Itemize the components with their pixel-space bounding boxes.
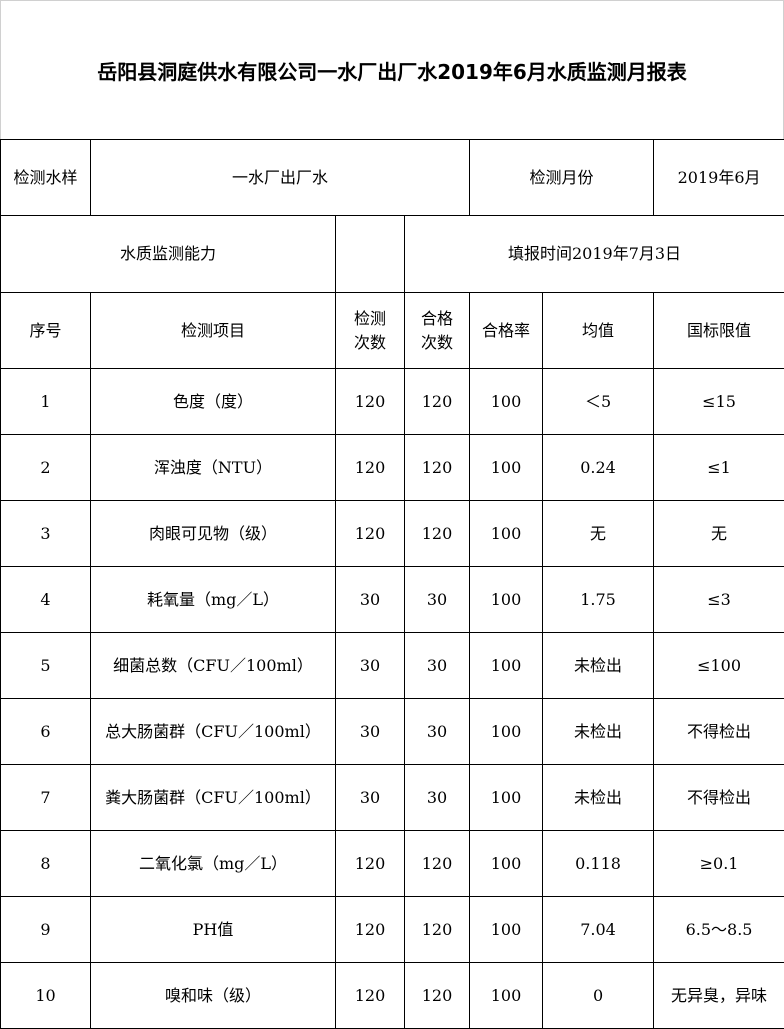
table-cell: ＜5 <box>542 368 655 435</box>
table-cell: 0.24 <box>542 434 655 501</box>
table-row: 7 粪大肠菌群（CFU／100ml） 30 30 100 未检出 不得检出 <box>0 764 784 831</box>
table-cell: 30 <box>403 566 471 633</box>
table-cell: 无异臭，异味 <box>653 962 784 1029</box>
table-row: 2 浑浊度（NTU） 120 120 100 0.24 ≤1 <box>0 434 784 501</box>
table-cell: 二氧化氯（mg／L） <box>90 830 336 897</box>
table-cell: 嗅和味（级） <box>90 962 336 1029</box>
table-cell: 120 <box>335 368 405 435</box>
table-cell: 不得检出 <box>653 698 784 765</box>
fill-time: 填报时间2019年7月3日 <box>403 215 784 293</box>
capability-label: 水质监测能力 <box>0 215 336 293</box>
table-row: 6 总大肠菌群（CFU／100ml） 30 30 100 未检出 不得检出 <box>0 698 784 765</box>
table-cell: 9 <box>0 896 91 963</box>
table-cell: 120 <box>335 500 405 567</box>
table-cell: 无 <box>653 500 784 567</box>
table-cell: 不得检出 <box>653 764 784 831</box>
table-cell: 3 <box>0 500 91 567</box>
table-cell: 100 <box>469 764 544 831</box>
column-header: 均值 <box>542 292 655 369</box>
table-row: 5 细菌总数（CFU／100ml） 30 30 100 未检出 ≤100 <box>0 632 784 699</box>
table-cell: 120 <box>403 368 471 435</box>
table-cell: 120 <box>403 434 471 501</box>
month-label: 检测月份 <box>469 139 655 216</box>
table-cell: 总大肠菌群（CFU／100ml） <box>90 698 336 765</box>
table-row: 3 肉眼可见物（级） 120 120 100 无无 <box>0 500 784 567</box>
table-cell: 100 <box>469 830 544 897</box>
table-cell: 100 <box>469 698 544 765</box>
table-row: 8 二氧化氯（mg／L） 120 120 100 0.118 ≥0.1 <box>0 830 784 897</box>
table-cell: 6 <box>0 698 91 765</box>
table-cell: 7 <box>0 764 91 831</box>
sample-label: 检测水样 <box>0 139 91 216</box>
table-cell: 100 <box>469 434 544 501</box>
table-cell: 10 <box>0 962 91 1029</box>
table-cell: ≤100 <box>653 632 784 699</box>
table-cell: 0 <box>542 962 655 1029</box>
table-cell: 120 <box>403 830 471 897</box>
column-header: 合格次数 <box>403 292 471 369</box>
table-cell: 2 <box>0 434 91 501</box>
column-header: 国标限值 <box>653 292 784 369</box>
table-cell: 5 <box>0 632 91 699</box>
table-cell: 耗氧量（mg／L） <box>90 566 336 633</box>
table-cell: 30 <box>403 764 471 831</box>
table-cell: 120 <box>403 896 471 963</box>
table-cell: 120 <box>335 434 405 501</box>
table-cell: 未检出 <box>542 698 655 765</box>
table-cell: 100 <box>469 500 544 567</box>
month-value: 2019年6月 <box>653 139 784 216</box>
table-cell: ≤3 <box>653 566 784 633</box>
table-cell: 浑浊度（NTU） <box>90 434 336 501</box>
table-cell: 120 <box>335 896 405 963</box>
table-cell: 粪大肠菌群（CFU／100ml） <box>90 764 336 831</box>
table-cell: 色度（度） <box>90 368 336 435</box>
report-title: 岳阳县洞庭供水有限公司一水厂出厂水2019年6月水质监测月报表 <box>0 0 784 139</box>
table-cell: 1 <box>0 368 91 435</box>
table-cell: 30 <box>403 698 471 765</box>
sample-value: 一水厂出厂水 <box>89 139 471 216</box>
header-row: 序号 检测项目 检测次数 合格次数 合格率 均值 国标限值 <box>0 292 784 369</box>
table-cell: 无 <box>542 500 655 567</box>
column-header: 合格率 <box>469 292 544 369</box>
table-cell: 100 <box>469 368 544 435</box>
table-cell: 0.118 <box>542 830 655 897</box>
table-cell: 100 <box>469 632 544 699</box>
table-cell: 未检出 <box>542 764 655 831</box>
water-quality-table: 检测水样 一水厂出厂水 检测月份 2019年6月 水质监测能力 填报时间2019… <box>0 139 784 1029</box>
column-header: 序号 <box>0 292 91 369</box>
column-header: 检测次数 <box>335 292 405 369</box>
table-cell: 30 <box>335 698 405 765</box>
table-cell: 1.75 <box>542 566 655 633</box>
table-row: 4 耗氧量（mg／L） 30 30 100 1.75 ≤3 <box>0 566 784 633</box>
table-cell: ≤15 <box>653 368 784 435</box>
table-row: 10 嗅和味（级） 120 120 100 0 无异臭，异味 <box>0 962 784 1029</box>
table-row: 9 PH值 120 120 100 7.04 6.5～8.5 <box>0 896 784 963</box>
table-cell: 30 <box>335 764 405 831</box>
table-cell: 6.5～8.5 <box>653 896 784 963</box>
capability-value <box>335 215 405 293</box>
table-cell: 未检出 <box>542 632 655 699</box>
table-cell: 100 <box>469 962 544 1029</box>
table-cell: 7.04 <box>542 896 655 963</box>
table-cell: 120 <box>335 962 405 1029</box>
info-row-sample: 检测水样 一水厂出厂水 检测月份 2019年6月 <box>0 139 784 216</box>
table-cell: 120 <box>403 962 471 1029</box>
table-cell: 30 <box>403 632 471 699</box>
table-cell: 肉眼可见物（级） <box>90 500 336 567</box>
table-cell: 120 <box>403 500 471 567</box>
table-cell: 8 <box>0 830 91 897</box>
column-header: 检测项目 <box>90 292 336 369</box>
table-cell: 细菌总数（CFU／100ml） <box>90 632 336 699</box>
table-cell: ≤1 <box>653 434 784 501</box>
info-row-capability: 水质监测能力 填报时间2019年7月3日 <box>0 215 784 293</box>
table-cell: PH值 <box>90 896 336 963</box>
table-cell: 30 <box>335 632 405 699</box>
table-row: 1 色度（度） 120 120 100 ＜5 ≤15 <box>0 368 784 435</box>
table-cell: ≥0.1 <box>653 830 784 897</box>
table-cell: 30 <box>335 566 405 633</box>
table-cell: 4 <box>0 566 91 633</box>
table-cell: 100 <box>469 566 544 633</box>
table-cell: 100 <box>469 896 544 963</box>
table-cell: 120 <box>335 830 405 897</box>
